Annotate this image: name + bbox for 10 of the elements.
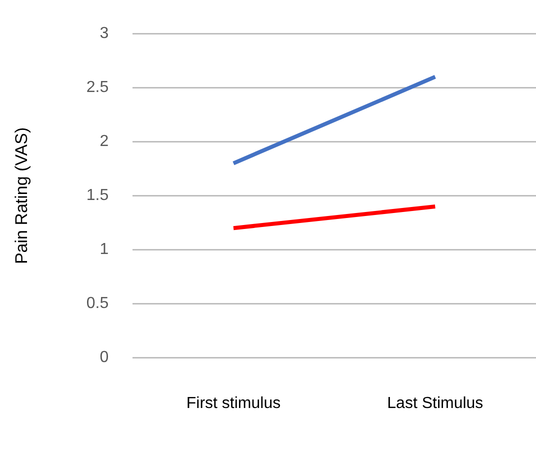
y-tick-label: 0 [100, 349, 109, 366]
y-tick-label: 3 [100, 25, 109, 42]
y-axis-title: Pain Rating (VAS) [12, 127, 31, 264]
y-tick-label: 1.5 [86, 187, 109, 204]
y-tick-label: 2 [100, 133, 109, 150]
x-tick-label: First stimulus [186, 394, 281, 412]
y-tick-label: 2.5 [86, 79, 109, 96]
y-tick-label: 1 [100, 241, 109, 258]
x-tick-label: Last Stimulus [387, 394, 484, 412]
y-tick-label: 0.5 [86, 295, 109, 312]
